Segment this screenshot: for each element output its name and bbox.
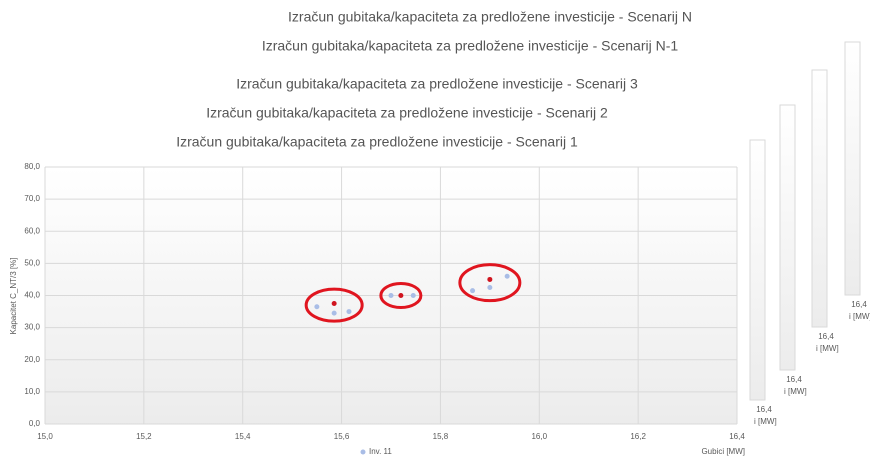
chart-title: Izračun gubitaka/kapaciteta za predložen… bbox=[236, 76, 638, 92]
x-tick-label: 16,2 bbox=[630, 432, 646, 441]
y-tick-label: 40,0 bbox=[24, 291, 40, 300]
point bbox=[314, 304, 320, 310]
chart-title: Izračun gubitaka/kapaciteta za predložen… bbox=[288, 9, 692, 25]
y-tick-label: 30,0 bbox=[24, 323, 40, 332]
panel-axis-label: i [MW] bbox=[849, 312, 870, 321]
legend-label: Inv. 11 bbox=[369, 447, 392, 456]
y-tick-label: 50,0 bbox=[24, 258, 40, 267]
y-tick-label: 20,0 bbox=[24, 355, 40, 364]
highlight-ellipse bbox=[379, 282, 423, 309]
background-panel bbox=[779, 104, 796, 371]
panel-tick-label: 16,4 bbox=[818, 332, 834, 341]
y-tick-label: 80,0 bbox=[24, 162, 40, 171]
background-panel bbox=[749, 139, 766, 401]
x-axis-label: Gubici [MW] bbox=[701, 447, 745, 456]
point bbox=[487, 284, 493, 290]
y-axis-label: Kapacitet C_NT/3 [%] bbox=[9, 258, 18, 335]
background-panel bbox=[811, 69, 828, 328]
panel-axis-label: i [MW] bbox=[816, 344, 839, 353]
x-tick-label: 15,0 bbox=[37, 432, 53, 441]
y-tick-label: 10,0 bbox=[24, 387, 40, 396]
y-tick-label: 60,0 bbox=[24, 226, 40, 235]
x-tick-label: 15,6 bbox=[334, 432, 350, 441]
x-tick-label: 15,8 bbox=[433, 432, 449, 441]
point bbox=[470, 288, 476, 294]
point bbox=[410, 293, 416, 298]
highlight-ellipse bbox=[458, 263, 522, 303]
panel-tick-label: 16,4 bbox=[756, 405, 772, 414]
point bbox=[331, 301, 337, 307]
background-panel bbox=[844, 41, 861, 296]
y-tick-label: 70,0 bbox=[24, 194, 40, 203]
point bbox=[388, 293, 394, 298]
point bbox=[398, 293, 404, 298]
chart-title: Izračun gubitaka/kapaciteta za predložen… bbox=[262, 38, 679, 54]
highlight-ellipse bbox=[304, 287, 364, 323]
legend-marker bbox=[360, 449, 366, 455]
chart-title: Izračun gubitaka/kapaciteta za predložen… bbox=[206, 105, 608, 121]
panel-axis-label: i [MW] bbox=[784, 387, 807, 396]
point bbox=[487, 276, 493, 282]
point bbox=[346, 309, 352, 315]
x-tick-label: 16,4 bbox=[729, 432, 745, 441]
panel-axis-label: i [MW] bbox=[754, 417, 777, 426]
point bbox=[504, 273, 510, 279]
x-tick-label: 15,2 bbox=[136, 432, 152, 441]
panel-tick-label: 16,4 bbox=[786, 375, 802, 384]
chart-title: Izračun gubitaka/kapaciteta za predložen… bbox=[176, 134, 578, 150]
x-tick-label: 15,4 bbox=[235, 432, 251, 441]
y-tick-label: 0,0 bbox=[29, 419, 41, 428]
panel-tick-label: 16,4 bbox=[851, 300, 867, 309]
point bbox=[331, 310, 337, 316]
x-tick-label: 16,0 bbox=[531, 432, 547, 441]
